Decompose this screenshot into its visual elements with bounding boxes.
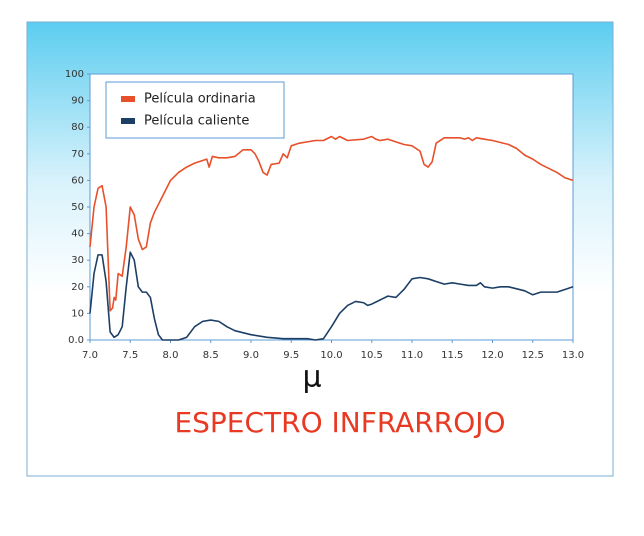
x-tick-label: 7.5 bbox=[122, 350, 138, 361]
x-tick-label: 11.5 bbox=[441, 350, 463, 361]
y-tick-label: 40 bbox=[71, 229, 84, 240]
chart-title: ESPECTRO INFRARROJO bbox=[174, 406, 505, 439]
x-tick-label: 9.5 bbox=[283, 350, 299, 361]
x-tick-label: 8.0 bbox=[163, 350, 179, 361]
y-tick-label: 20 bbox=[71, 282, 84, 293]
legend: Película ordinaria Película caliente bbox=[105, 81, 285, 139]
x-tick-label: 7.0 bbox=[82, 350, 98, 361]
y-tick-label: 70 bbox=[71, 149, 84, 160]
y-tick-label: 60 bbox=[71, 175, 84, 186]
y-tick-label: 0.0 bbox=[68, 335, 84, 346]
legend-swatch bbox=[121, 118, 135, 124]
legend-box bbox=[105, 81, 285, 139]
x-tick-label: 12.0 bbox=[481, 350, 503, 361]
legend-swatch bbox=[121, 96, 135, 102]
y-tick-label: 100 bbox=[65, 69, 84, 80]
x-tick-label: 10.0 bbox=[320, 350, 342, 361]
x-tick-label: 8.5 bbox=[203, 350, 219, 361]
x-tick-label: 9.0 bbox=[243, 350, 259, 361]
line-series bbox=[89, 251, 574, 341]
legend-label: Película ordinaria bbox=[144, 92, 256, 107]
y-tick-label: 30 bbox=[71, 255, 84, 266]
x-tick-label: 12.5 bbox=[522, 350, 544, 361]
x-tick-label: 11.0 bbox=[401, 350, 423, 361]
y-tick-label: 90 bbox=[71, 96, 84, 107]
y-tick-label: 80 bbox=[71, 122, 84, 133]
y-tick-label: 10 bbox=[71, 308, 84, 319]
x-tick-label: 13.0 bbox=[562, 350, 584, 361]
line-series bbox=[89, 135, 574, 312]
legend-label: Película caliente bbox=[144, 114, 249, 129]
x-tick-label: 10.5 bbox=[361, 350, 383, 361]
x-axis-label: μ bbox=[302, 360, 321, 395]
y-tick-label: 50 bbox=[71, 202, 84, 213]
